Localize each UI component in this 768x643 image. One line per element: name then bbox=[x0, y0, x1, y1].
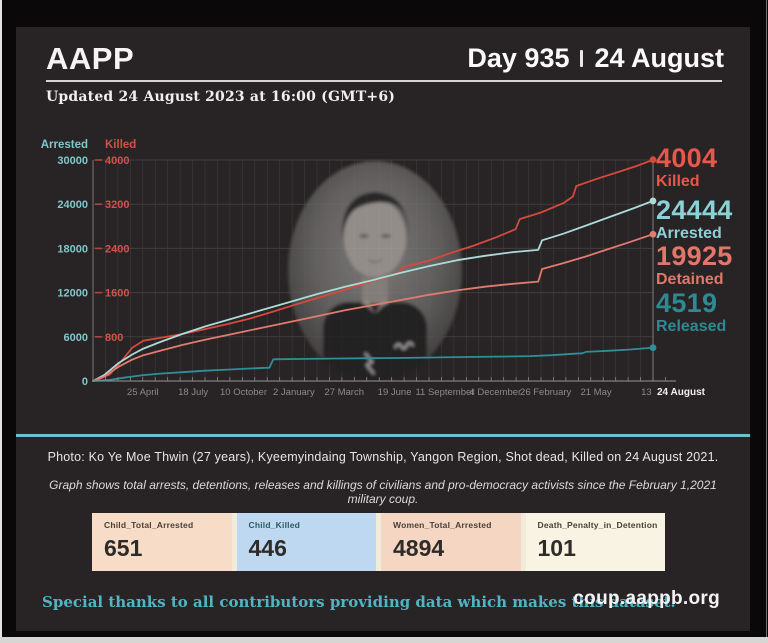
thanks-note: Special thanks to all contributors provi… bbox=[42, 593, 676, 611]
card-value: 4894 bbox=[393, 535, 445, 561]
stat-killed-label: Killed bbox=[656, 173, 700, 190]
stat-detained-label: Detained bbox=[656, 271, 724, 288]
stat-arrested: 24444 Arrested bbox=[656, 197, 733, 242]
stat-killed: 4004 Killed bbox=[656, 145, 717, 190]
header-divider bbox=[46, 80, 722, 82]
killed-tick-label: 1600 bbox=[105, 288, 129, 300]
day-counter: Day 935 24 August bbox=[467, 43, 724, 74]
killed-axis-title: Killed bbox=[105, 139, 136, 151]
arrested-tick-label: 24000 bbox=[57, 199, 88, 211]
card-label: Death_Penalty_in_Detention bbox=[537, 520, 658, 530]
x-tick-label: 18 July bbox=[178, 387, 208, 398]
killed-tick-label: 3200 bbox=[105, 199, 129, 211]
scan-edge-bottom bbox=[0, 637, 768, 643]
scan-edge-left bbox=[0, 0, 2, 643]
arrested-tick-label: 0 bbox=[82, 376, 88, 388]
main-card: AAPP Day 935 24 August Updated 24 August … bbox=[16, 27, 750, 631]
stat-detained-value: 19925 bbox=[656, 241, 733, 271]
series-released-endpoint bbox=[649, 344, 657, 352]
card-label: Women_Total_Arrested bbox=[393, 520, 492, 530]
card-value: 651 bbox=[104, 535, 143, 561]
website-url: coup.aappb.org bbox=[573, 588, 720, 609]
series-killed-endpoint bbox=[649, 156, 657, 164]
killed-tick-label: 2400 bbox=[105, 243, 129, 255]
x-tick-label: 2 January bbox=[273, 387, 315, 398]
arrested-tick-label: 12000 bbox=[57, 288, 88, 300]
chart-series bbox=[92, 156, 657, 382]
x-tick-label: 11 September bbox=[415, 387, 474, 398]
photo-caption: Photo: Ko Ye Moe Thwin (27 years), Kyeem… bbox=[47, 450, 719, 464]
card-label: Child_Killed bbox=[248, 520, 301, 530]
x-tick-label: 10 October bbox=[220, 387, 267, 398]
killed-tick-label: 4000 bbox=[105, 155, 129, 167]
casualty-line-chart: Arrested Killed 30000 24000 18000 12000 6000 0 4… bbox=[41, 139, 706, 398]
photo-signature-mark bbox=[393, 341, 414, 350]
x-tick-label: 26 February bbox=[520, 387, 571, 398]
card-child-total-arrested: Child_Total_Arrested 651 bbox=[92, 513, 232, 571]
aapp-logo: AAPP bbox=[46, 41, 135, 76]
killed-tick-label: 800 bbox=[105, 332, 123, 344]
stat-released-value: 4519 bbox=[656, 288, 718, 318]
x-tick-label: 21 May bbox=[580, 387, 611, 398]
series-detained-line bbox=[92, 233, 654, 382]
day-separator bbox=[580, 50, 584, 68]
stat-arrested-value: 24444 bbox=[656, 195, 733, 225]
graph-note: Graph shows total arrests, detentions, r… bbox=[49, 478, 717, 506]
day-date: 24 August bbox=[594, 43, 724, 73]
arrested-tick-label: 6000 bbox=[64, 332, 88, 344]
stat-released-label: Released bbox=[656, 318, 727, 335]
series-detained-endpoint bbox=[649, 230, 657, 238]
stat-detained: 19925 Detained bbox=[656, 243, 733, 288]
x-tick-label: 25 April bbox=[127, 387, 159, 398]
x-end-label: 24 August bbox=[657, 387, 706, 398]
x-tick-label: 13 bbox=[641, 387, 652, 398]
series-arrested-endpoint bbox=[649, 197, 657, 205]
arrested-tick-label: 30000 bbox=[57, 155, 88, 167]
card-value: 446 bbox=[248, 535, 287, 561]
x-tick-label: 4 December bbox=[469, 387, 521, 398]
day-number: Day 935 bbox=[467, 43, 570, 73]
stat-killed-value: 4004 bbox=[656, 143, 718, 173]
victim-photo bbox=[288, 161, 462, 381]
x-tick-label: 19 June bbox=[378, 387, 412, 398]
summary-cards: Child_Total_Arrested 651 Child_Killed 44… bbox=[92, 513, 665, 571]
stat-arrested-label: Arrested bbox=[656, 225, 722, 242]
card-women-total-arrested: Women_Total_Arrested 4894 bbox=[381, 513, 521, 571]
arrested-axis-title: Arrested bbox=[41, 139, 88, 151]
stat-released: 4519 Released bbox=[656, 290, 726, 335]
card-child-killed: Child_Killed 446 bbox=[236, 513, 376, 571]
series-released-line bbox=[92, 346, 654, 382]
scan-edge-right bbox=[766, 0, 767, 643]
card-value: 101 bbox=[537, 535, 576, 561]
chart-axes: Arrested Killed 30000 24000 18000 12000 6000 0 4… bbox=[41, 139, 706, 398]
updated-timestamp: Updated 24 August 2023 at 16:00 (GMT+6) bbox=[46, 89, 396, 105]
arrested-tick-label: 18000 bbox=[57, 243, 88, 255]
series-arrested-line bbox=[92, 200, 654, 382]
card-death-penalty-in-detention: Death_Penalty_in_Detention 101 bbox=[525, 513, 665, 571]
teal-divider bbox=[16, 434, 750, 437]
card-label: Child_Total_Arrested bbox=[104, 520, 194, 530]
x-tick-label: 27 March bbox=[324, 387, 364, 398]
